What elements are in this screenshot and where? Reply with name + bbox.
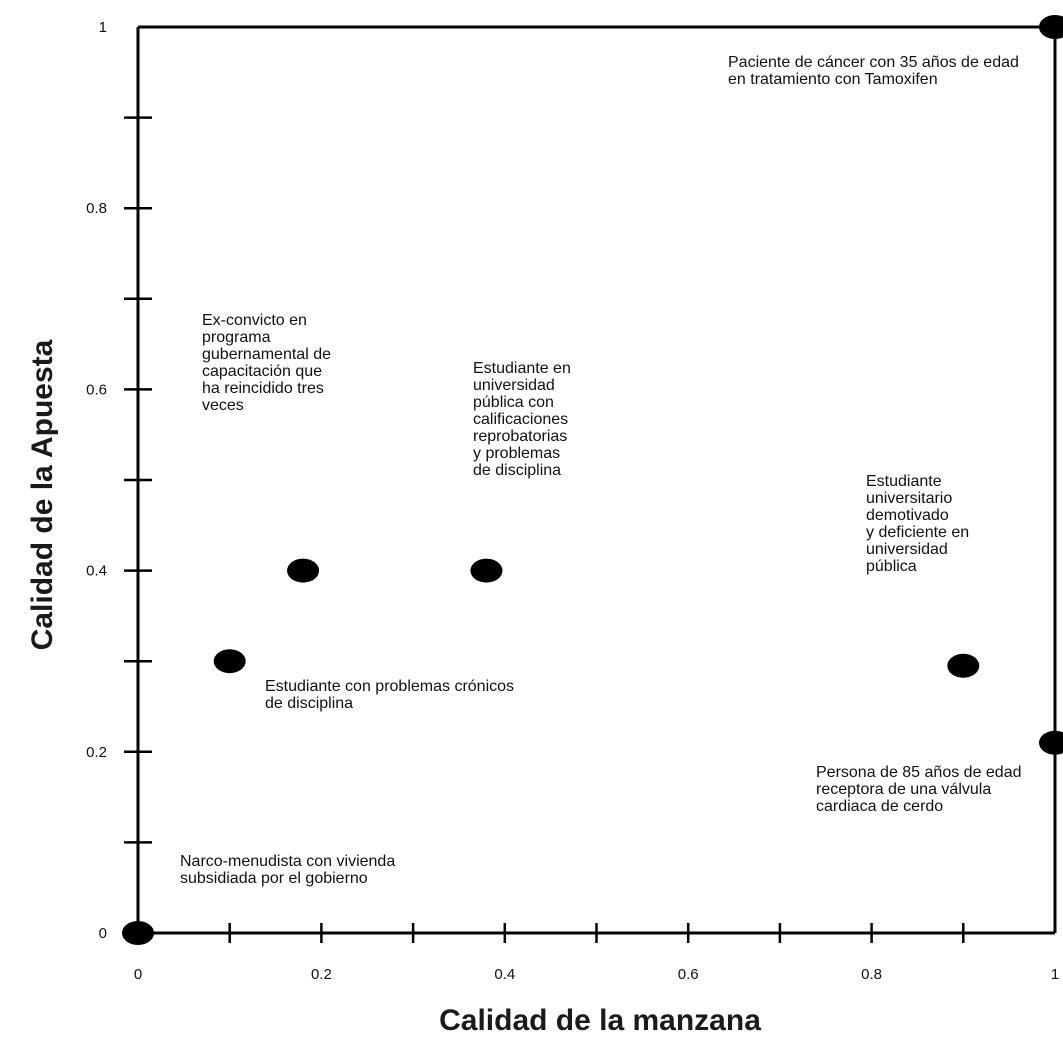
annotation-label: Persona de 85 años de edad receptora de u… [816,764,1022,815]
x-tick-label: 0 [134,966,142,983]
data-point [122,921,154,945]
annotation-label: Paciente de cáncer con 35 años de edad en… [728,54,1019,88]
y-tick-label: 0.8 [86,200,107,217]
y-ticks: 0 0.2 0.4 0.6 0.8 1 [86,19,152,942]
x-axis-title: Calidad de la manzana [439,1004,761,1037]
data-points [122,15,1063,945]
y-tick-label: 0.2 [86,744,107,761]
x-tick-label: 0.6 [678,966,699,983]
y-axis-title: Calidad de la Apuesta [26,339,59,650]
x-tick-label: 0.8 [861,966,882,983]
annotation-label: Estudiante en universidad pública con calif… [473,360,571,479]
annotation-label: Estudiante con problemas crónicos de disc… [265,678,514,712]
x-ticks: 0 0.2 0.4 0.6 0.8 1 [134,923,1059,983]
data-point [1039,15,1063,39]
y-tick-label: 1 [99,19,107,36]
data-point [213,649,246,674]
data-point [1039,730,1063,755]
x-tick-label: 0.4 [494,966,515,983]
y-tick-label: 0.4 [86,563,107,580]
y-tick-label: 0 [99,925,107,942]
data-point [947,653,980,678]
data-point [287,558,320,583]
annotation-label: Narco-menudista con vivienda subsidiada p… [180,853,395,887]
data-point [470,558,503,583]
y-tick-label: 0.6 [86,381,107,398]
annotation-label: Ex-convicto en programa gubernamental de ca… [202,312,331,414]
x-tick-label: 1 [1051,966,1059,983]
x-tick-label: 0.2 [311,966,332,983]
point-annotations: Narco-menudista con vivienda subsidiada p… [180,54,1022,887]
annotation-label: Estudiante universitario demotivado y defic… [866,473,969,575]
